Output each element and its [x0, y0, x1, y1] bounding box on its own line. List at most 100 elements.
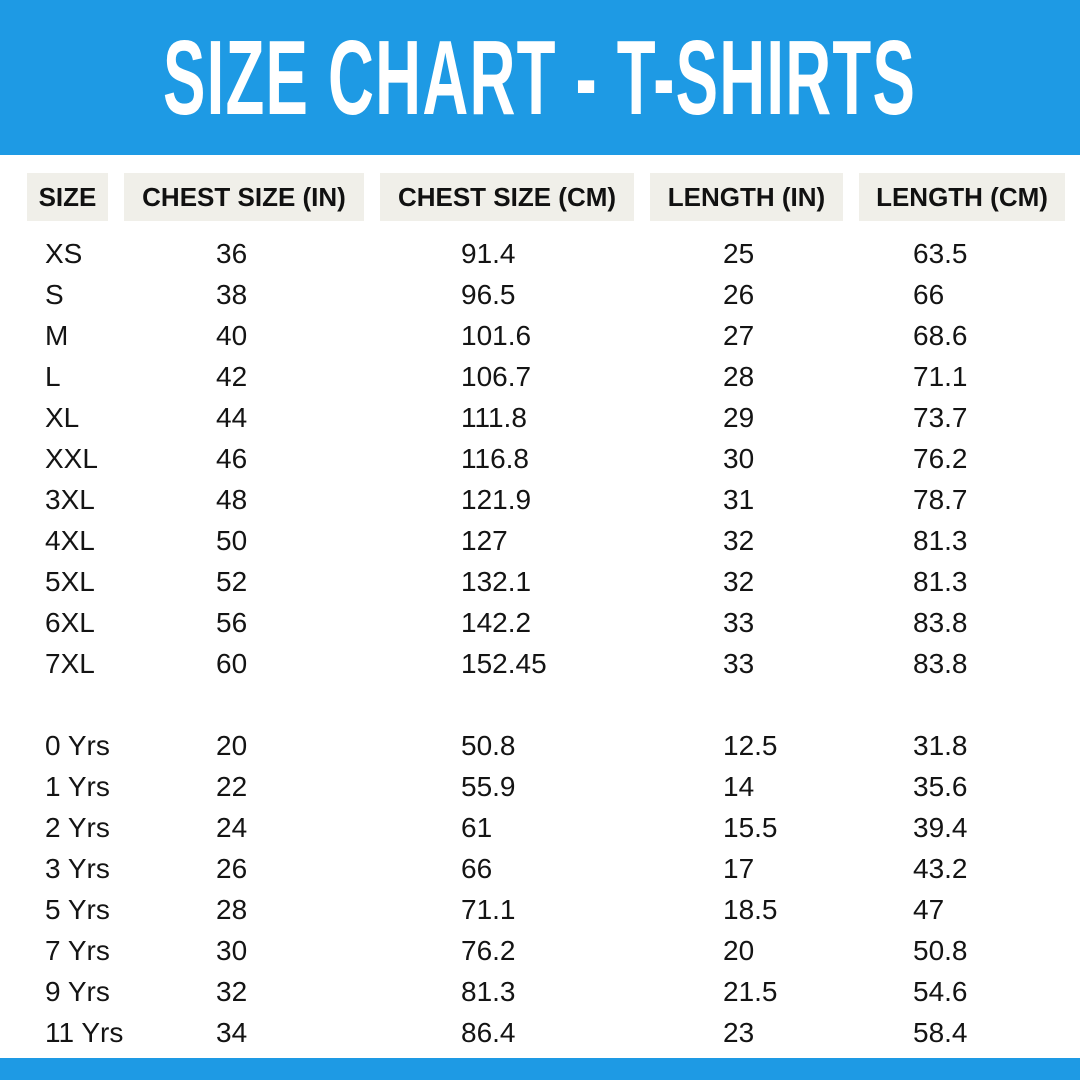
table-cell: 116.8 — [461, 443, 529, 474]
table-cell: 50.8 — [461, 730, 516, 761]
table-cell: 55.9 — [461, 771, 516, 802]
table-cell: XXL — [45, 443, 98, 474]
table-row: 9 Yrs 32 81.3 21.5 54.6 — [0, 971, 1080, 1012]
table-cell: 39.4 — [913, 812, 968, 843]
table-cell: 43.2 — [913, 853, 968, 884]
table-cell: 31.8 — [913, 730, 968, 761]
table-cell: 28 — [723, 361, 755, 392]
table-row: 2 Yrs 24 61 15.5 39.4 — [0, 807, 1080, 848]
table-cell: 50.8 — [913, 935, 968, 966]
table-cell: 28 — [216, 894, 248, 925]
table-cell: 58.4 — [913, 1017, 968, 1048]
table-cell: 24 — [216, 812, 248, 843]
table-cell: 78.7 — [913, 484, 968, 515]
table-cell: 25 — [723, 238, 755, 269]
table-cell: 26 — [723, 279, 755, 310]
column-header-length-in: LENGTH (IN) — [650, 173, 843, 221]
table-cell: 32 — [723, 525, 755, 556]
table-cell: 76.2 — [461, 935, 516, 966]
table-cell: 66 — [913, 279, 945, 310]
table-cell: 26 — [216, 853, 248, 884]
table-cell: 42 — [216, 361, 248, 392]
table-row: XS 36 91.4 25 63.5 — [0, 233, 1080, 274]
table-row: 6XL 56 142.2 33 83.8 — [0, 602, 1080, 643]
table-cell: 63.5 — [913, 238, 968, 269]
table-cell: 33 — [723, 648, 755, 679]
table-cell: 12.5 — [723, 730, 778, 761]
table-cell: 83.8 — [913, 607, 968, 638]
table-row: M 40 101.6 27 68.6 — [0, 315, 1080, 356]
table-cell: 22 — [216, 771, 248, 802]
table-cell: 32 — [723, 566, 755, 597]
table-cell: 106.7 — [461, 361, 532, 392]
table-cell: 68.6 — [913, 320, 968, 351]
table-cell: 152.45 — [461, 648, 547, 679]
table-cell: 127 — [461, 525, 508, 556]
table-cell: 81.3 — [461, 976, 516, 1007]
table-cell: 40 — [216, 320, 248, 351]
table-cell: 71.1 — [461, 894, 516, 925]
table-cell: 5 Yrs — [45, 894, 110, 925]
table-cell: 23 — [723, 1017, 755, 1048]
table-row: XL 44 111.8 29 73.7 — [0, 397, 1080, 438]
page-title: SIZE CHART - T-SHIRTS — [163, 18, 917, 137]
table-row: 3XL 48 121.9 31 78.7 — [0, 479, 1080, 520]
table-cell: 46 — [216, 443, 248, 474]
table-cell: 111.8 — [461, 402, 527, 433]
column-header-chest-in: CHEST SIZE (IN) — [124, 173, 364, 221]
column-header-length-cm: LENGTH (CM) — [859, 173, 1065, 221]
table-row: 0 Yrs 20 50.8 12.5 31.8 — [0, 725, 1080, 766]
table-row: 7XL 60 152.45 33 83.8 — [0, 643, 1080, 684]
table-cell: 27 — [723, 320, 755, 351]
table-cell: 14 — [723, 771, 755, 802]
table-row: S 38 96.5 26 66 — [0, 274, 1080, 315]
table-cell: 20 — [723, 935, 755, 966]
table-cell: M — [45, 320, 69, 351]
table-cell: 33 — [723, 607, 755, 638]
table-cell: 142.2 — [461, 607, 532, 638]
table-row: 5XL 52 132.1 32 81.3 — [0, 561, 1080, 602]
table-cell: 2 Yrs — [45, 812, 110, 843]
table-cell: 91.4 — [461, 238, 516, 269]
table-row: L 42 106.7 28 71.1 — [0, 356, 1080, 397]
table-cell: 15.5 — [723, 812, 778, 843]
table-cell: 6XL — [45, 607, 95, 638]
table-cell: 30 — [723, 443, 755, 474]
table-cell: 29 — [723, 402, 755, 433]
table-cell: 11 Yrs — [45, 1017, 124, 1048]
table-cell: 1 Yrs — [45, 771, 110, 802]
table-cell: L — [45, 361, 61, 392]
table-cell: 66 — [461, 853, 493, 884]
table-cell: 30 — [216, 935, 248, 966]
table-cell: 0 Yrs — [45, 730, 110, 761]
size-table: XS 36 91.4 25 63.5 S 38 96.5 26 66 M 40 101.6 27 68.6 L… — [0, 233, 1080, 1053]
table-cell: 31 — [723, 484, 755, 515]
table-cell: S — [45, 279, 64, 310]
table-cell: 86.4 — [461, 1017, 516, 1048]
table-cell: 17 — [723, 853, 755, 884]
table-cell: 73.7 — [913, 402, 968, 433]
table-cell: 7 Yrs — [45, 935, 110, 966]
table-cell: 48 — [216, 484, 248, 515]
table-row: 7 Yrs 30 76.2 20 50.8 — [0, 930, 1080, 971]
table-cell: 83.8 — [913, 648, 968, 679]
table-cell: 81.3 — [913, 525, 968, 556]
table-cell: 38 — [216, 279, 248, 310]
table-row: 4XL 50 127 32 81.3 — [0, 520, 1080, 561]
table-cell: 44 — [216, 402, 248, 433]
table-cell: 71.1 — [913, 361, 968, 392]
table-cell: 3 Yrs — [45, 853, 110, 884]
table-cell: 47 — [913, 894, 945, 925]
table-row: 11 Yrs 34 86.4 23 58.4 — [0, 1012, 1080, 1053]
footer-bar — [0, 1058, 1080, 1080]
column-header-row: SIZE CHEST SIZE (IN) CHEST SIZE (CM) LEN… — [27, 173, 1080, 221]
table-cell: 61 — [461, 812, 493, 843]
section-gap — [0, 684, 1080, 725]
table-cell: 81.3 — [913, 566, 968, 597]
table-cell: 32 — [216, 976, 248, 1007]
table-cell: 121.9 — [461, 484, 532, 515]
column-header-chest-cm: CHEST SIZE (CM) — [380, 173, 634, 221]
table-row: 5 Yrs 28 71.1 18.5 47 — [0, 889, 1080, 930]
table-cell: 52 — [216, 566, 248, 597]
table-cell: 4XL — [45, 525, 95, 556]
